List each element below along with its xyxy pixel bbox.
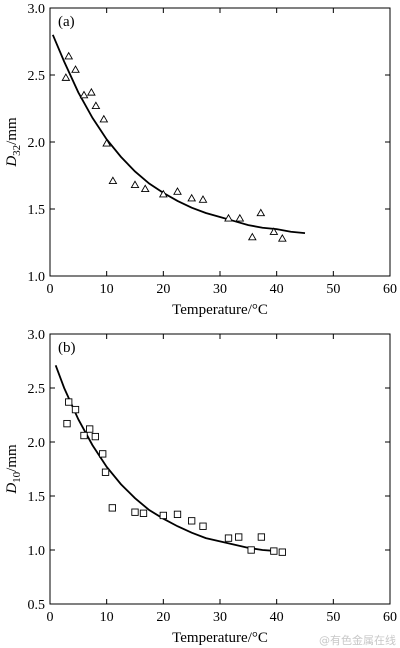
chart-b-data-point-square [235,533,243,541]
chart-b-y-tick-label: 1.5 [28,490,46,505]
chart-a-data-point-triangle [158,189,168,198]
chart-b-y-axis-label-unit: /mm [4,444,20,472]
chart-a-data-point-triangle [277,233,287,242]
chart-a-plot-frame [49,7,391,277]
chart-a-x-tick-label: 40 [270,282,284,297]
chart-a-data-point-triangle [108,176,118,185]
chart-b-x-tick-label: 40 [270,610,284,625]
chart-b-x-tick-label: 30 [213,610,227,625]
chart-b-x-tick-label: 10 [100,610,114,625]
chart-a-data-point-triangle [99,114,109,123]
chart-a-y-axis-label: D32/mm [4,117,23,168]
chart-b-data-point-square [139,509,148,517]
watermark-text: @有色金属在线 [319,633,396,647]
chart-a-data-point-triangle [130,180,140,189]
chart-b-x-tick-label: 0 [47,610,54,625]
chart-a-data-point-triangle [187,193,197,202]
chart-b-data-point-square [224,534,233,542]
chart-a-data-point-triangle [269,227,279,235]
chart-b-plot-frame [49,333,391,605]
chart-a-x-tick-label: 20 [156,282,170,297]
chart-b-data-point-square [99,450,107,458]
chart-b-y-tick-label: 2.0 [28,436,46,451]
chart-b-y-tick-label: 3.0 [28,328,46,343]
chart-b-x-axis-label: Temperature/°C [172,630,268,646]
chart-b-data-point-square [86,425,94,433]
chart-a-data-point-triangle [64,51,74,60]
chart-a-fit-curve [52,34,306,235]
chart-a-data-point-triangle [61,73,71,81]
chart-b-data-point-square [91,432,99,441]
chart-a-x-tick-label: 50 [326,282,340,297]
chart-b-y-axis-label-subscript: 10 [11,471,23,483]
chart-a-y-tick-label: 2.5 [28,69,46,84]
chart-b-data-point-square [108,504,116,512]
chart-b-data-point-square [65,398,73,406]
chart-b-data-point-square [80,431,88,440]
chart-a-x-tick-label: 10 [100,282,114,297]
chart-b-y-axis-label: D10/mm [4,444,23,495]
chart-a-y-tick-label: 1.5 [28,203,46,218]
chart-b-y-tick-label: 2.5 [28,382,46,397]
chart-a-data-point-triangle [102,138,112,147]
chart-a-data-point-triangle [86,87,96,96]
chart-a-data-point-triangle [91,101,101,109]
chart-a-data-point-triangle [224,213,233,222]
chart-a-x-tick-label: 0 [47,282,54,297]
chart-b-y-axis-label-symbol: D [4,483,20,495]
chart-a-data-point-triangle [140,184,150,193]
chart-a-x-tick-label: 60 [383,282,397,297]
chart-b-data-point-square [199,522,207,530]
chart-a-y-axis-label-symbol: D [4,156,20,168]
chart-b-data-point-square [131,508,139,516]
chart-b-data-point-square [173,510,182,519]
chart-a-data-point-triangle [235,213,245,222]
chart-a-y-axis-label-unit: /mm [4,117,20,145]
chart-a-data-point-triangle [198,195,208,203]
chart-b-x-tick-label: 20 [156,610,170,625]
chart-b-y-tick-label: 1.0 [28,544,46,559]
chart-a-y-tick-label: 1.0 [28,270,46,285]
chart-b-data-point-square [247,546,255,554]
chart-a-y-axis-label-subscript: 32 [11,145,23,156]
chart-b-data-point-square [71,405,80,414]
chart-b-fit-curve [54,365,277,552]
chart-a-y-tick-label: 2.0 [28,136,46,151]
chart-b-x-tick-label: 60 [383,610,397,625]
chart-b-data-point-square [63,419,71,428]
chart-b-data-point-square [188,517,196,525]
chart-a-data-point-triangle [256,208,266,217]
chart-b-data-point-square [278,548,286,556]
chart-b-y-tick-label: 0.5 [28,598,46,613]
chart-a-data-point-triangle [173,187,182,195]
chart-a-data-point-triangle [247,232,257,241]
chart-a-data-point-triangle [79,90,89,99]
chart-b-data-point-square [159,511,167,520]
chart-a-data-point-triangle [71,65,80,73]
chart-b-panel-label: (b) [58,340,76,356]
chart-a-panel-label: (a) [58,14,75,30]
chart-a-x-axis-label: Temperature/°C [172,302,268,318]
chart-b-data-point-square [101,468,110,476]
chart-panel-a: 0 10 20 30 40 50 60 1.0 1.5 2.0 2.5 3.0 Temperature/… [4,2,397,318]
chart-a-x-tick-label: 30 [213,282,227,297]
chart-b-x-tick-label: 50 [326,610,340,625]
chart-b-data-point-square [270,547,278,555]
chart-panel-b: 0 10 20 30 40 50 60 0.5 1.0 1.5 2.0 2.5 3.0 Temperatu… [4,328,397,646]
chart-a-y-tick-label: 3.0 [28,2,46,17]
chart-b-data-point-square [257,533,266,541]
